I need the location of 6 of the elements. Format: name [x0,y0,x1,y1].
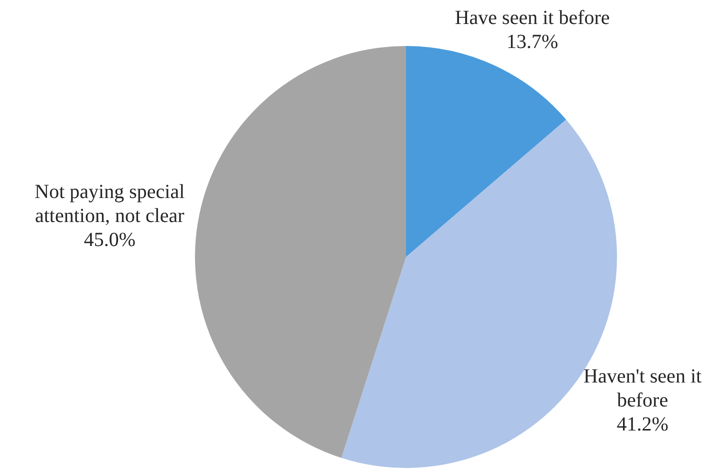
data-label: 45.0% [84,228,136,251]
data-label: 41.2% [616,414,668,436]
slice-label: Not paying special attention, not clear [34,180,186,227]
slice-label: Have seen it before [454,7,610,30]
data-label: 13.7% [506,31,558,54]
slice-label: Haven't seen it before [584,366,702,412]
